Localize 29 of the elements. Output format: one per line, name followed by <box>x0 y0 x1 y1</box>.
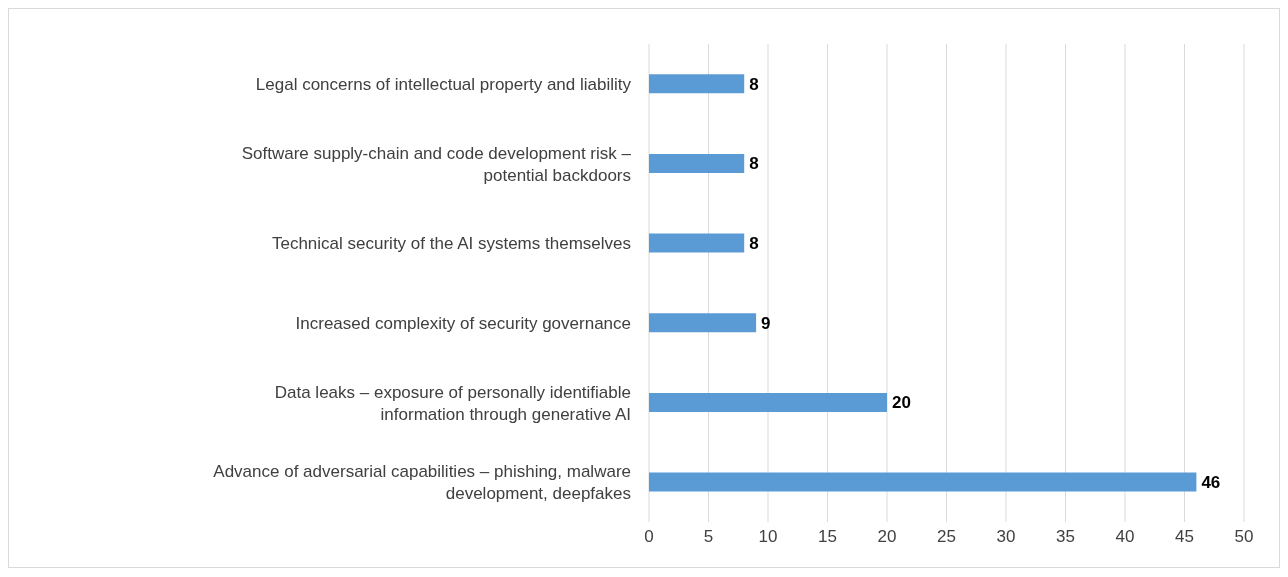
x-tick-label: 0 <box>644 527 654 547</box>
y-tick-label: Increased complexity of security governance <box>295 313 631 333</box>
x-tick-label: 30 <box>996 527 1016 547</box>
bar <box>649 153 745 173</box>
y-tick-label: Software supply-chain and code development risk – potential backdoors <box>241 143 632 184</box>
x-tick-label: 25 <box>937 527 956 547</box>
x-tick-label: 35 <box>1056 527 1075 547</box>
bar <box>649 233 745 253</box>
y-tick-label: Technical security of the AI systems themselves <box>271 233 631 253</box>
x-tick-label: 50 <box>1234 527 1254 547</box>
x-tick-label: 20 <box>877 527 897 547</box>
bar <box>649 392 887 412</box>
x-tick-label: 40 <box>1115 527 1135 547</box>
bar <box>649 313 757 333</box>
y-tick-label: Legal concerns of intellectual property and liability <box>255 74 632 94</box>
bar <box>649 472 1197 492</box>
y-tick-label: Advance of adversarial capabilities – phishing, malware development, deepfakes <box>213 461 631 503</box>
data-label: 20 <box>892 393 911 413</box>
data-label: 8 <box>749 74 759 94</box>
x-tick-label: 15 <box>818 527 837 547</box>
bar <box>649 74 745 94</box>
data-label: 8 <box>749 154 759 174</box>
data-label: 46 <box>1201 473 1221 493</box>
x-tick-label: 45 <box>1175 527 1194 547</box>
data-label: 9 <box>761 313 771 333</box>
x-tick-label: 5 <box>703 527 714 547</box>
y-tick-label: Data leaks – exposure of personally identifiable information through generative AI <box>274 382 631 423</box>
data-label: 8 <box>749 234 759 254</box>
x-tick-label: 10 <box>758 527 778 547</box>
